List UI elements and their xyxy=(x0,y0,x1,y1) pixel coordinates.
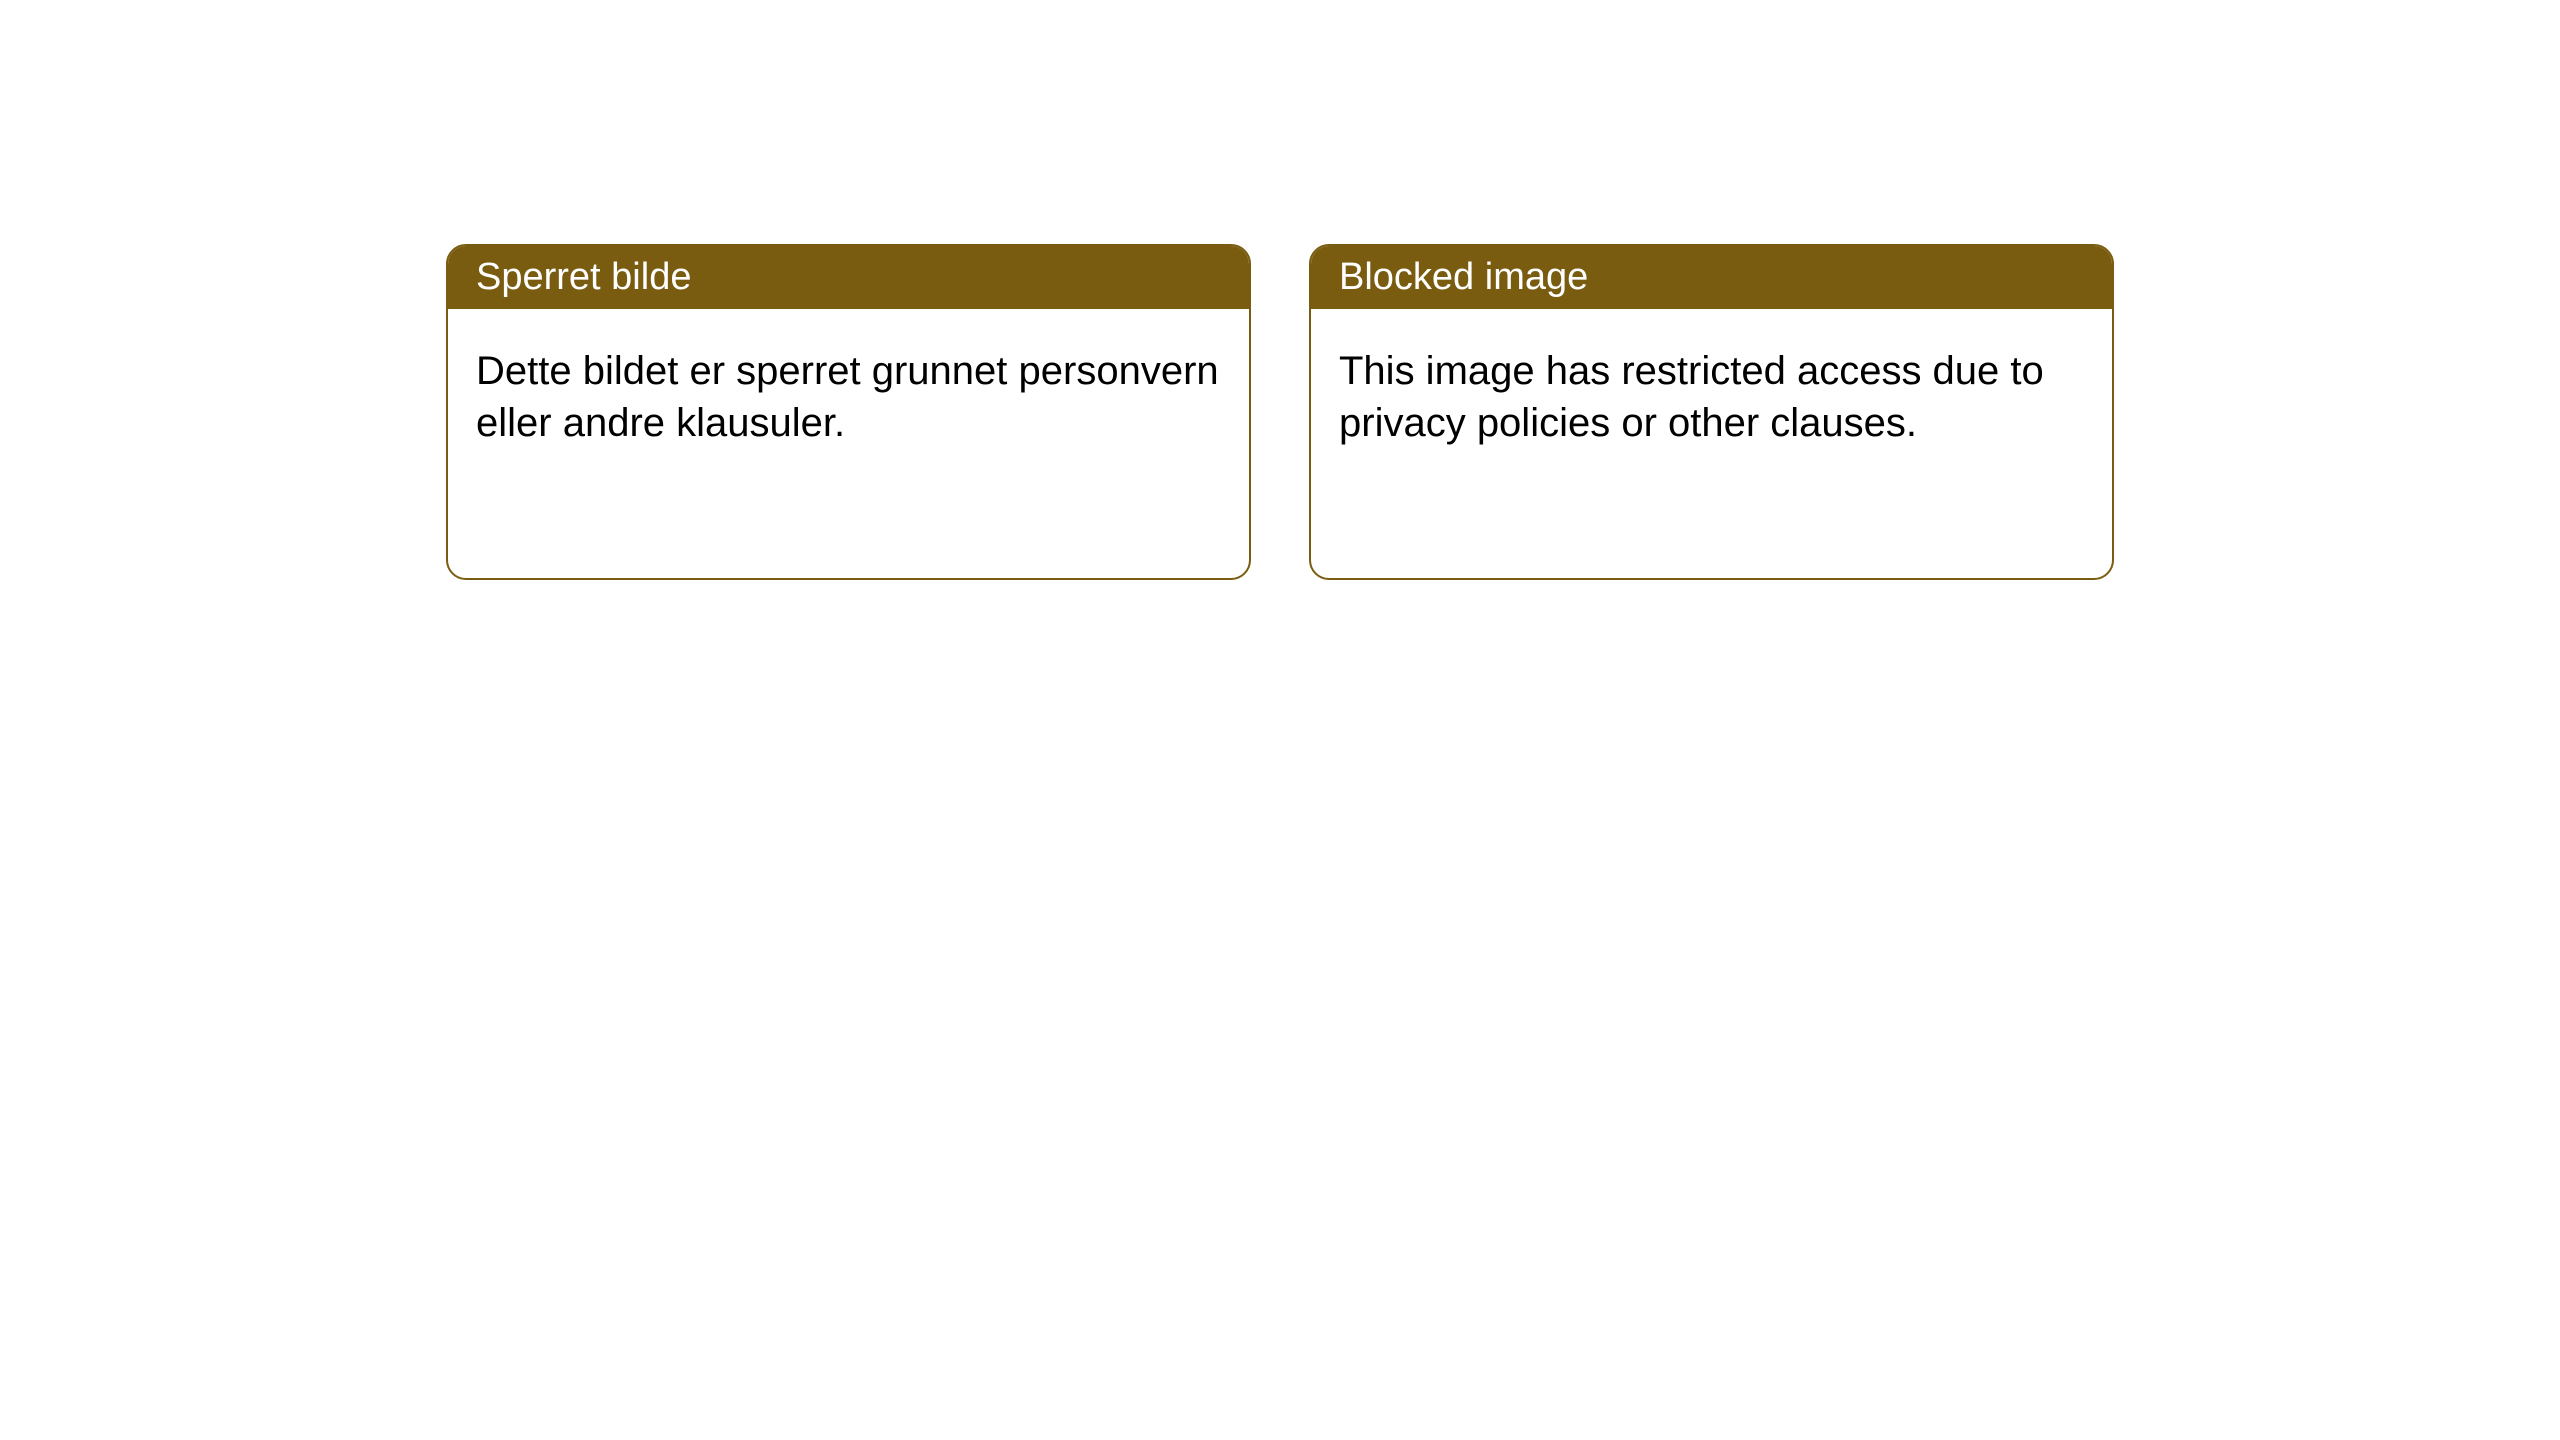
notice-header-norwegian: Sperret bilde xyxy=(448,246,1249,309)
notice-card-english: Blocked image This image has restricted … xyxy=(1309,244,2114,580)
notice-container: Sperret bilde Dette bildet er sperret gr… xyxy=(0,0,2560,580)
notice-card-norwegian: Sperret bilde Dette bildet er sperret gr… xyxy=(446,244,1251,580)
notice-body-norwegian: Dette bildet er sperret grunnet personve… xyxy=(448,309,1249,485)
notice-body-english: This image has restricted access due to … xyxy=(1311,309,2112,485)
notice-header-english: Blocked image xyxy=(1311,246,2112,309)
